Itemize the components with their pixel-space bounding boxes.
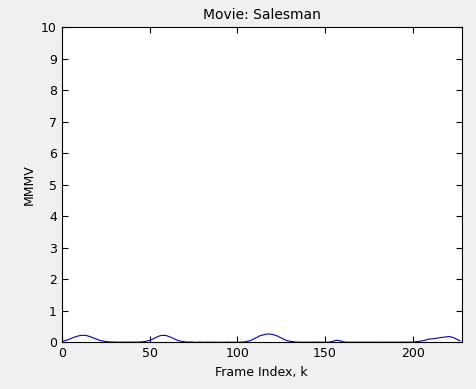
X-axis label: Frame Index, k: Frame Index, k [216, 366, 308, 379]
Y-axis label: MMMV: MMMV [22, 165, 36, 205]
Title: Movie: Salesman: Movie: Salesman [203, 8, 321, 22]
